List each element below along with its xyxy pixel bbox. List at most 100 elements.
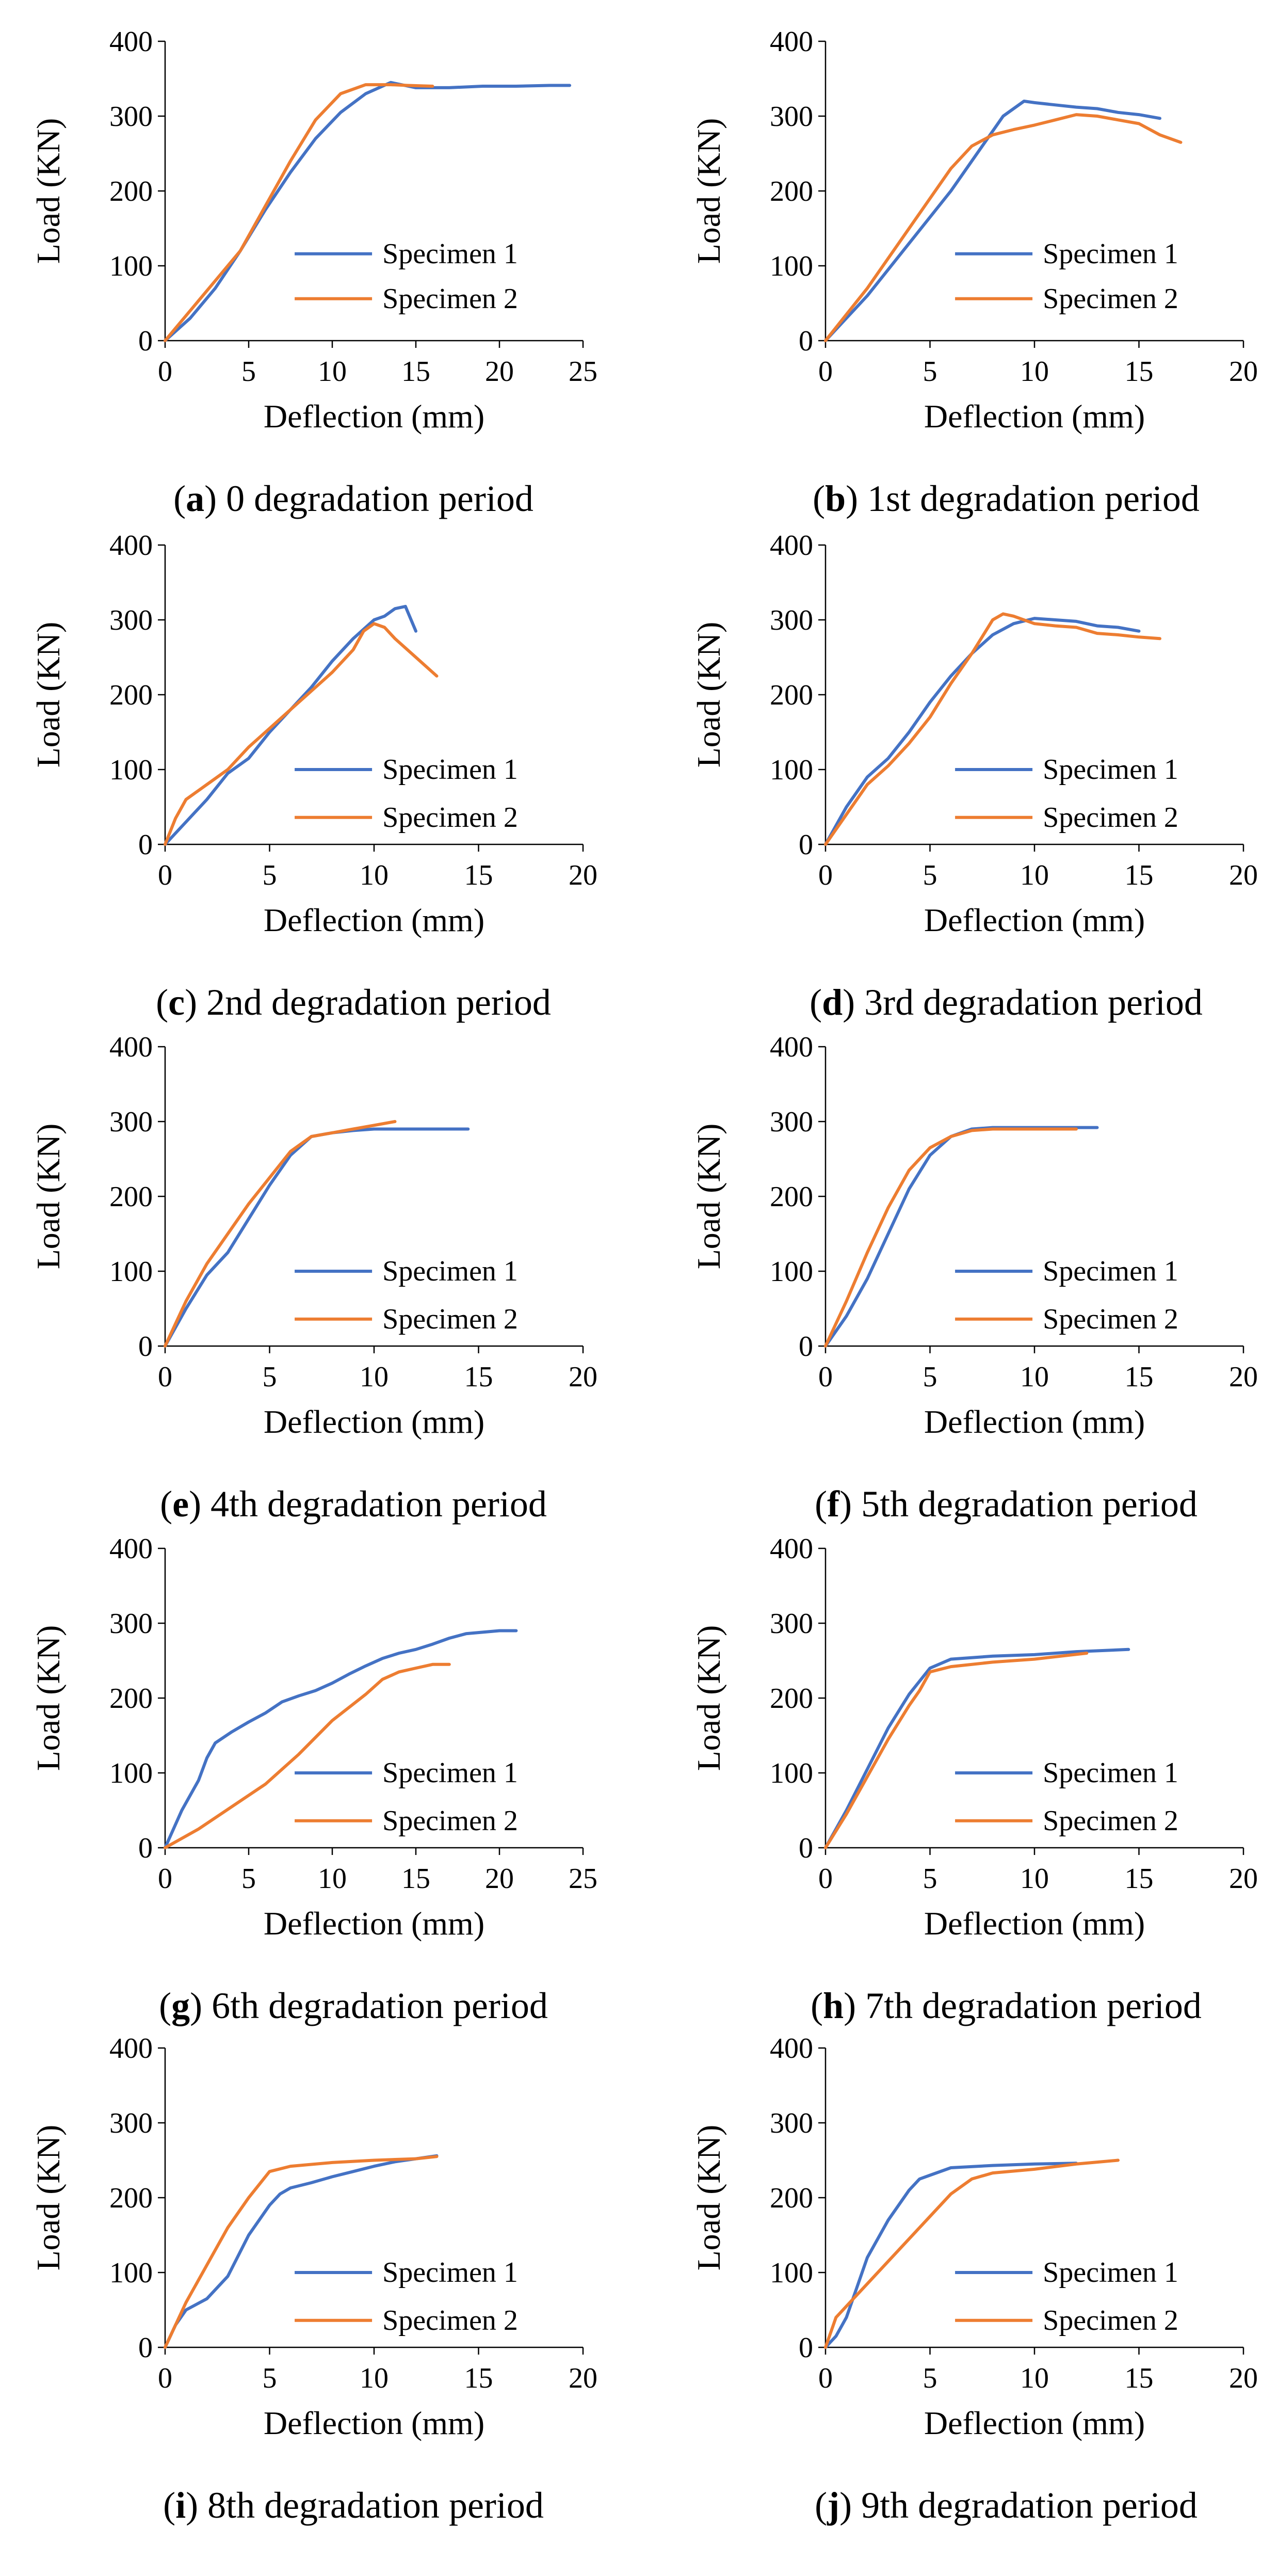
x-tick-label: 0 [818,1361,833,1393]
x-axis-label: Deflection (mm) [924,398,1145,435]
y-tick-label: 400 [770,1533,813,1565]
x-tick-label: 15 [1125,356,1154,388]
y-tick-label: 400 [109,2033,153,2065]
y-tick-label: 400 [770,1031,813,1063]
x-tick-label: 5 [923,2362,937,2394]
series-line-specimen-1 [824,100,1161,342]
y-tick-label: 100 [770,250,813,282]
y-tick-label: 200 [109,175,153,207]
y-tick-label: 0 [799,2332,813,2364]
x-tick-label: 0 [158,859,172,891]
x-tick-label: 10 [1020,356,1049,388]
x-tick-label: 0 [158,1863,172,1895]
panel-caption: (h) 7th degradation period [811,1985,1202,2026]
panel-caption: (f) 5th degradation period [815,1483,1198,1525]
x-tick-label: 0 [818,2362,833,2394]
x-axis-label: Deflection (mm) [924,902,1145,938]
x-tick-label: 5 [241,1863,256,1895]
x-tick-label: 10 [1020,1361,1049,1393]
x-tick-label: 20 [1229,2362,1258,2394]
chart-panel-g: 0 100 200 300 400 0 5 10 15 20 25 Deflection (mm) Lo… [30,1533,597,2026]
panel-caption: (a) 0 degradation period [173,478,533,519]
y-tick-label: 300 [770,101,813,133]
y-tick-label: 300 [109,2107,153,2139]
legend-label: Specimen 1 [1043,1757,1178,1789]
series-line-specimen-2 [164,1662,451,1849]
x-tick-label: 15 [464,859,493,891]
x-tick-label: 5 [241,356,256,388]
x-axis-label: Deflection (mm) [924,1403,1145,1440]
y-tick-label: 400 [770,2033,813,2065]
y-tick-label: 100 [770,1757,813,1789]
chart-panel-j: 0 100 200 300 400 0 5 10 15 20 Deflection (mm) Load… [690,2033,1258,2526]
x-axis-label: Deflection (mm) [264,398,484,435]
legend-label: Specimen 1 [382,1757,518,1789]
y-tick-label: 400 [770,530,813,562]
y-tick-label: 300 [109,101,153,133]
series-line-specimen-1 [164,81,572,342]
x-tick-label: 5 [263,859,277,891]
x-tick-label: 10 [360,2362,389,2394]
y-tick-label: 0 [799,829,813,861]
y-tick-label: 100 [770,1256,813,1288]
x-tick-label: 10 [1020,859,1049,891]
x-tick-label: 15 [464,1361,493,1393]
x-axis-label: Deflection (mm) [264,902,484,938]
x-tick-label: 5 [263,2362,277,2394]
y-tick-label: 300 [109,1106,153,1138]
x-tick-label: 15 [401,1863,430,1895]
x-tick-label: 0 [158,2362,172,2394]
series-line-specimen-2 [824,612,1161,846]
legend-label: Specimen 2 [382,802,518,834]
x-tick-label: 15 [401,356,430,388]
x-tick-label: 5 [923,859,937,891]
y-tick-label: 100 [109,250,153,282]
panel-caption: (b) 1st degradation period [813,478,1200,519]
x-tick-label: 15 [1125,859,1154,891]
series-line-specimen-1 [164,1629,518,1849]
series-line-specimen-2 [164,622,439,846]
legend-label: Specimen 1 [382,754,518,786]
y-tick-label: 200 [770,1181,813,1213]
y-axis-label: Load (KN) [690,118,727,264]
legend-label: Specimen 2 [1043,1805,1178,1837]
legend-label: Specimen 1 [382,1255,518,1287]
chart-panel-e: 0 100 200 300 400 0 5 10 15 20 Deflection (mm) Load… [30,1031,597,1525]
y-tick-label: 100 [770,754,813,786]
series-line-specimen-2 [824,113,1183,342]
chart-panel-d: 0 100 200 300 400 0 5 10 15 20 Deflection (mm) Load… [690,530,1258,1023]
chart-panel-i: 0 100 200 300 400 0 5 10 15 20 Deflection (mm) Load… [30,2033,597,2526]
y-axis-label: Load (KN) [30,1625,67,1771]
series-line-specimen-2 [164,1120,397,1348]
y-tick-label: 200 [109,2182,153,2214]
legend-label: Specimen 2 [1043,2305,1178,2337]
x-tick-label: 0 [158,356,172,388]
legend-label: Specimen 2 [1043,283,1178,315]
x-tick-label: 5 [263,1361,277,1393]
x-tick-label: 15 [1125,1361,1154,1393]
panel-caption: (j) 9th degradation period [815,2485,1198,2526]
y-tick-label: 300 [770,1608,813,1640]
x-tick-label: 20 [1229,1361,1258,1393]
series-line-specimen-1 [164,1127,470,1348]
y-tick-label: 0 [138,829,153,861]
series-line-specimen-2 [824,1652,1089,1849]
series-line-specimen-2 [164,2155,439,2349]
legend-label: Specimen 2 [382,1303,518,1335]
panel-caption: (g) 6th degradation period [159,1985,548,2026]
x-tick-label: 10 [1020,2362,1049,2394]
chart-panel-h: 0 100 200 300 400 0 5 10 15 20 Deflection (mm) Load… [690,1533,1258,2026]
x-tick-label: 20 [485,356,514,388]
x-tick-label: 20 [1229,859,1258,891]
legend-label: Specimen 1 [382,2257,518,2289]
legend-label: Specimen 1 [382,238,518,270]
legend-label: Specimen 2 [382,2305,518,2337]
y-tick-label: 200 [770,679,813,711]
y-tick-label: 100 [109,1757,153,1789]
series-line-specimen-2 [824,1127,1078,1348]
y-tick-label: 200 [109,1181,153,1213]
y-tick-label: 300 [770,604,813,636]
y-axis-label: Load (KN) [30,1124,67,1270]
panel-caption: (i) 8th degradation period [163,2485,544,2526]
x-tick-label: 0 [158,1361,172,1393]
